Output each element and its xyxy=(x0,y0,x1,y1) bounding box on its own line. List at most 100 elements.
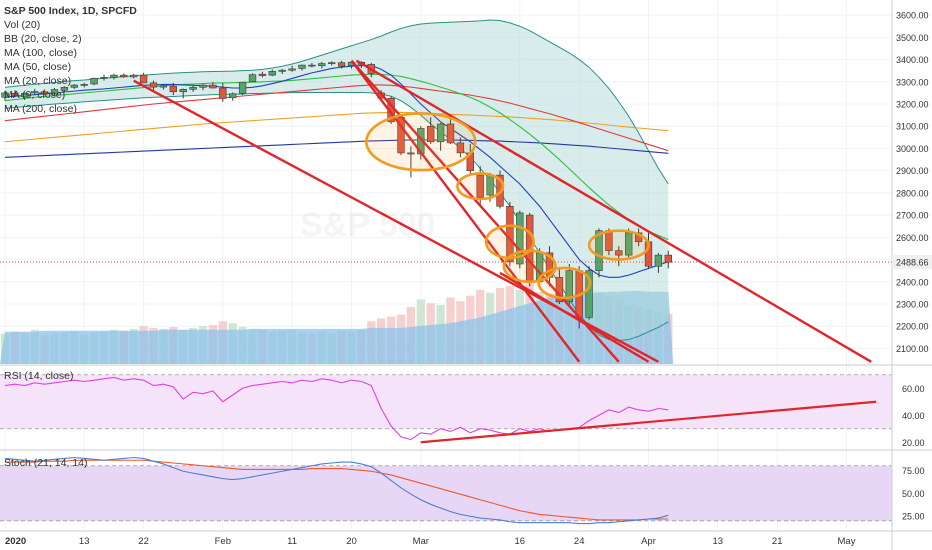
candle-body xyxy=(308,64,316,67)
stoch-k-line xyxy=(4,456,669,525)
candle-body xyxy=(446,123,455,144)
highlight-circle xyxy=(365,112,477,172)
candle-body xyxy=(110,74,118,79)
candle-body xyxy=(169,85,177,93)
candle-body xyxy=(318,63,326,67)
candle-body xyxy=(288,68,296,71)
legend-ma9: MA (9, close) xyxy=(4,89,66,101)
price-tick-label: 2900.00 xyxy=(896,166,929,176)
price-tick-label: 2200.00 xyxy=(896,322,929,332)
time-tick-label: 2020 xyxy=(5,536,26,547)
candle-body xyxy=(31,91,39,94)
watermark: S&P 500 xyxy=(300,206,435,244)
legend-ma200: MA (200, close) xyxy=(4,103,77,115)
rsi-trendline xyxy=(420,400,877,444)
volume-ma-area xyxy=(0,290,674,364)
price-tick-label: 3000.00 xyxy=(896,144,929,154)
candle-body xyxy=(70,84,78,88)
candle-body xyxy=(328,62,336,64)
candle-body xyxy=(278,69,286,72)
stoch-d-line xyxy=(5,459,669,521)
bb-fill xyxy=(5,20,669,341)
ma9-line xyxy=(4,64,669,278)
stoch-tick-label: 50.00 xyxy=(902,489,925,499)
candle-body xyxy=(625,232,633,256)
price-tick-label: 3400.00 xyxy=(896,55,929,65)
legend-title: S&P 500 Index, 1D, SPCFD xyxy=(4,5,137,17)
highlight-circle xyxy=(537,266,592,300)
ma100-line xyxy=(4,111,669,143)
candle-body xyxy=(496,174,504,207)
candle-body xyxy=(436,123,445,143)
volume-bars xyxy=(0,283,674,364)
stoch-panel xyxy=(0,456,892,525)
candle-body xyxy=(189,87,197,90)
time-tick-label: May xyxy=(838,536,856,547)
price-tick-label: 3300.00 xyxy=(896,77,929,87)
candle-body xyxy=(11,93,19,97)
highlight-circles xyxy=(365,112,650,300)
time-tick-label: 16 xyxy=(515,536,526,547)
time-tick-label: 11 xyxy=(287,536,297,547)
candle-body xyxy=(1,92,9,98)
stoch-tick-label: 25.00 xyxy=(902,512,925,522)
candle-body xyxy=(149,82,158,88)
candle-body xyxy=(159,85,168,88)
candle-body xyxy=(229,93,237,99)
time-tick-label: Mar xyxy=(413,536,429,547)
candle-body xyxy=(209,84,217,89)
candle-body xyxy=(258,73,267,76)
price-tick-label: 3100.00 xyxy=(896,122,929,132)
moving-averages xyxy=(4,64,669,278)
price-tick-label: 2100.00 xyxy=(896,344,929,354)
time-tick-label: 13 xyxy=(79,536,90,547)
time-tick-label: 21 xyxy=(772,536,783,547)
candle-body xyxy=(90,77,98,85)
candle-body xyxy=(427,125,435,143)
ma200-line xyxy=(4,139,669,158)
price-tick-label: 3500.00 xyxy=(896,33,929,43)
price-tick-label: 2600.00 xyxy=(896,233,929,243)
candle-body xyxy=(248,74,257,83)
time-tick-label: 24 xyxy=(574,536,585,547)
time-tick-label: 22 xyxy=(138,536,149,547)
legend-ma50: MA (50, close) xyxy=(4,61,72,73)
rsi-band xyxy=(0,374,892,429)
candle-body xyxy=(120,74,128,78)
candle-body xyxy=(21,93,29,98)
rsi-tick-label: 20.00 xyxy=(902,438,925,448)
legend-ma20: MA (20, close) xyxy=(4,75,72,87)
rsi-tick-label: 60.00 xyxy=(902,384,925,394)
last-price-label: 2488.66 xyxy=(896,258,929,268)
candle-body xyxy=(130,74,138,78)
candle-body xyxy=(238,81,247,94)
rsi-label: RSI (14, close) xyxy=(4,370,74,382)
candle-body xyxy=(179,89,187,93)
time-tick-label: Apr xyxy=(641,536,656,547)
candle-body xyxy=(615,250,623,256)
candle-body xyxy=(100,77,108,79)
price-tick-label: 3600.00 xyxy=(896,11,929,21)
legend-ma100: MA (100, close) xyxy=(4,47,77,59)
stoch-tick-label: 75.00 xyxy=(902,466,925,476)
trendline xyxy=(350,59,620,363)
rsi-panel xyxy=(0,374,892,444)
candle-body xyxy=(476,174,484,198)
candle-body xyxy=(199,84,207,88)
legend-vol: Vol (20) xyxy=(4,19,41,31)
price-tick-label: 2300.00 xyxy=(896,300,929,310)
trendlines xyxy=(133,59,872,363)
highlight-circle xyxy=(456,172,505,201)
ma20-line xyxy=(4,73,669,241)
time-tick-label: 13 xyxy=(713,536,724,547)
candle-body xyxy=(654,254,663,267)
price-tick-label: 3200.00 xyxy=(896,100,929,110)
candle-body xyxy=(595,230,603,271)
price-tick-label: 2400.00 xyxy=(896,277,929,287)
candle-body xyxy=(565,270,573,303)
trendline xyxy=(350,59,581,363)
candle-body xyxy=(516,212,524,265)
candle-body xyxy=(139,74,148,84)
